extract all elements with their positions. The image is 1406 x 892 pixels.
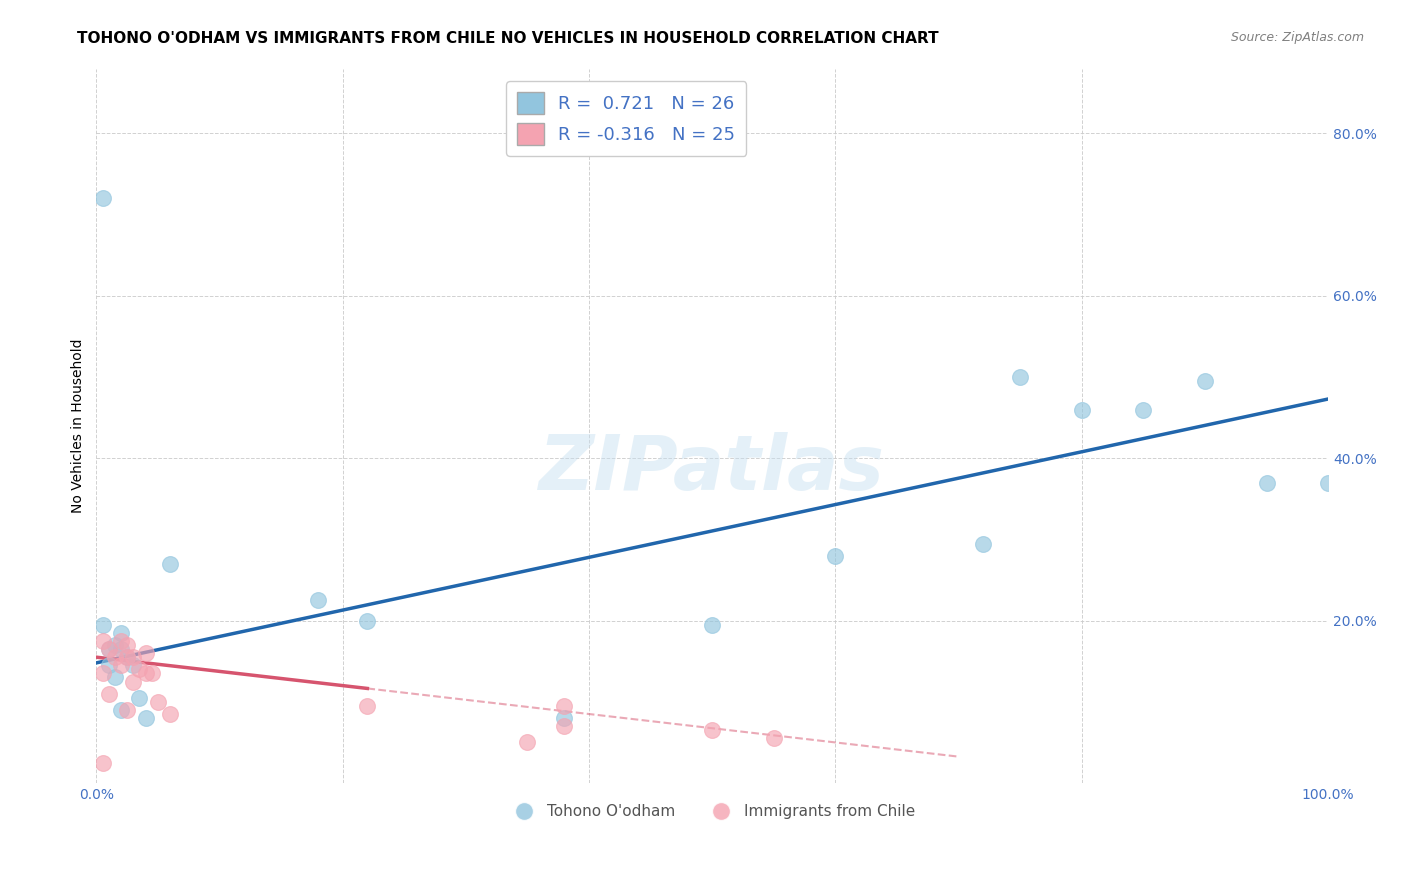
- Point: [91, 756, 114, 770]
- Point: [1010, 370, 1032, 384]
- Point: [115, 638, 138, 652]
- Point: [97, 658, 120, 673]
- Point: [104, 638, 127, 652]
- Point: [146, 695, 169, 709]
- Point: [110, 634, 132, 648]
- Y-axis label: No Vehicles in Household: No Vehicles in Household: [72, 339, 86, 513]
- Point: [702, 617, 724, 632]
- Point: [307, 593, 329, 607]
- Point: [91, 634, 114, 648]
- Point: [104, 671, 127, 685]
- Point: [1194, 374, 1216, 388]
- Text: TOHONO O'ODHAM VS IMMIGRANTS FROM CHILE NO VEHICLES IN HOUSEHOLD CORRELATION CHA: TOHONO O'ODHAM VS IMMIGRANTS FROM CHILE …: [77, 31, 939, 46]
- Point: [516, 735, 538, 749]
- Point: [122, 650, 145, 665]
- Point: [115, 703, 138, 717]
- Point: [115, 650, 138, 665]
- Point: [110, 625, 132, 640]
- Point: [91, 666, 114, 681]
- Point: [110, 658, 132, 673]
- Point: [553, 719, 575, 733]
- Point: [159, 706, 181, 721]
- Point: [91, 617, 114, 632]
- Point: [115, 650, 138, 665]
- Point: [97, 642, 120, 657]
- Point: [97, 687, 120, 701]
- Point: [1256, 475, 1278, 490]
- Point: [702, 723, 724, 738]
- Point: [135, 646, 157, 660]
- Point: [356, 698, 378, 713]
- Text: ZIPatlas: ZIPatlas: [540, 432, 886, 506]
- Text: Source: ZipAtlas.com: Source: ZipAtlas.com: [1230, 31, 1364, 45]
- Point: [553, 698, 575, 713]
- Point: [122, 674, 145, 689]
- Point: [762, 731, 785, 746]
- Point: [159, 557, 181, 571]
- Point: [824, 549, 846, 563]
- Point: [110, 642, 132, 657]
- Point: [128, 690, 150, 705]
- Legend: Tohono O'odham, Immigrants from Chile: Tohono O'odham, Immigrants from Chile: [503, 798, 921, 825]
- Point: [122, 658, 145, 673]
- Point: [104, 650, 127, 665]
- Point: [135, 666, 157, 681]
- Point: [141, 666, 163, 681]
- Point: [91, 191, 114, 205]
- Point: [1317, 475, 1340, 490]
- Point: [1070, 402, 1092, 417]
- Point: [128, 662, 150, 676]
- Point: [97, 642, 120, 657]
- Point: [135, 711, 157, 725]
- Point: [553, 711, 575, 725]
- Point: [356, 614, 378, 628]
- Point: [110, 703, 132, 717]
- Point: [1132, 402, 1154, 417]
- Point: [972, 536, 994, 550]
